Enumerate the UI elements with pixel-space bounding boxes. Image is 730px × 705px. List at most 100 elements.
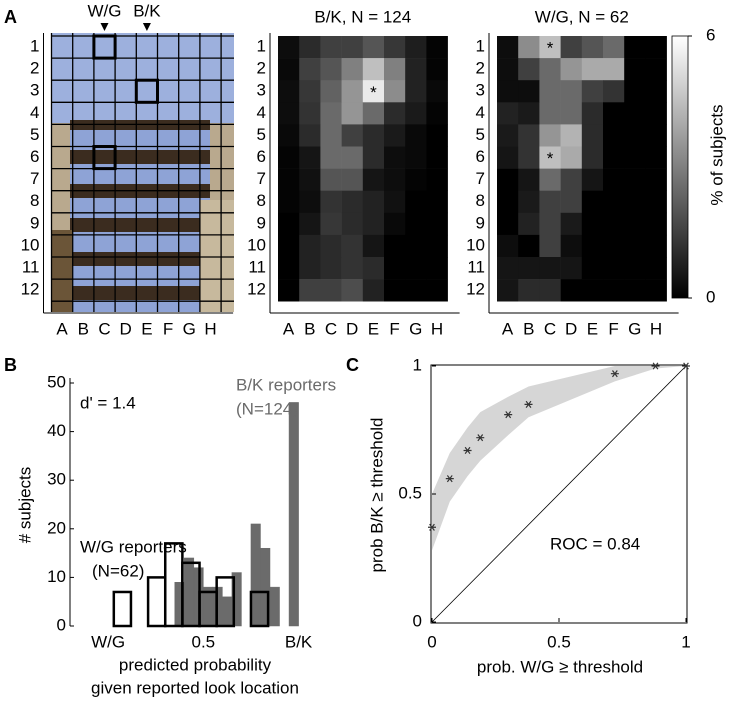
row-label: 8 [476,191,485,210]
heatmap-cell [603,212,625,236]
row-label: 9 [257,213,266,232]
column-label: A [502,319,514,338]
heatmap-cell [624,102,646,125]
heatmap-cell [497,80,519,103]
heatmap-cell [278,234,300,258]
heatmap-cell [539,146,561,169]
histogram-bar [249,590,270,628]
heatmap-cell [278,190,300,214]
heatmap-cell [645,190,667,214]
heatmap-title: W/G, N = 62 [535,7,629,26]
heatmap-cell [299,102,321,125]
heatmap-cell [624,257,646,280]
heatmap-cell [645,102,667,125]
heatmap-cell [624,234,646,258]
histogram-bar [250,523,261,627]
heatmap-cell [341,146,364,169]
heatmap-cell [624,80,646,103]
heatmap-cell [362,124,385,147]
highlight-box [92,34,117,60]
heatmap-cell [384,102,406,125]
marker-arrow [100,23,109,31]
heatmap-cell [603,146,625,169]
x-tick-label: 1 [681,632,690,651]
heatmap-cell [341,257,364,280]
heatmap-cell [518,124,540,147]
heatmap-cell [278,36,300,59]
heatmap-cell [645,80,667,103]
heatmap-cell [320,212,342,236]
heatmap-cell [581,234,604,258]
cell-annotation: * [370,83,377,102]
heatmap-cell [645,36,667,59]
heatmap-cell [426,257,448,280]
heatmap-cell [278,168,300,191]
marker-label: W/G [88,1,122,20]
heatmap-cell [518,58,540,81]
heatmap-cell [497,168,519,191]
colorbar [671,35,689,299]
heatmap-cell [497,146,519,169]
heatmap-cell [645,212,667,236]
point [524,400,533,408]
heatmap-cell [539,80,561,103]
row-label: 8 [257,191,266,210]
heatmap-cell [299,279,321,302]
heatmap-cell [426,234,448,258]
heatmap-cell [497,190,519,214]
annotation: d' = 1.4 [80,393,136,412]
marker-arrow [142,23,151,31]
row-label: 7 [257,169,266,188]
point [504,411,513,419]
row-label: 3 [476,81,485,100]
heatmap-cell [560,234,583,258]
heatmap-cell [405,279,427,302]
x-axis-label: given reported look location [91,678,299,697]
heatmap-cell [320,102,342,125]
heatmap-cell [497,102,519,125]
column-label: H [204,319,216,338]
heatmap-cell [603,190,625,214]
heatmap-cell [426,168,448,191]
heatmap-cell [581,146,604,169]
y-axis-label: prob B/K ≥ threshold [367,418,386,573]
heatmap-cell [278,146,300,169]
row-label: 6 [476,147,485,166]
column-label: D [346,319,358,338]
column-label: B [78,319,89,338]
row-label: 6 [30,147,39,166]
heatmap-cell [539,58,561,81]
heatmap-cell [497,279,519,302]
histogram-bar [269,586,280,627]
heatmap-cell [581,279,604,302]
heatmap-cell [405,190,427,214]
heatmap-cell [497,36,519,59]
row-label: 5 [30,125,39,144]
column-label: G [183,319,196,338]
diagonal [431,365,687,623]
heatmap-cell [518,102,540,125]
heatmap-cell [426,146,448,169]
y-axis-label: # subjects [15,467,34,544]
heatmap-cell [539,168,561,191]
row-label: 2 [476,59,485,78]
row-label: 2 [30,59,39,78]
dress-photo [52,33,234,312]
heatmap-cell [405,146,427,169]
y-tick-label: 30 [47,470,66,489]
heatmap-cell [581,58,604,81]
row-label: 5 [257,125,266,144]
heatmap-cell [384,124,406,147]
heatmap-cell [384,257,406,280]
y-tick-label: 1 [413,355,422,374]
row-label: 6 [257,147,266,166]
row-label: 11 [22,258,40,277]
heatmap-cell [645,279,667,302]
heatmap-cell [320,124,342,147]
heatmap-cell [299,234,321,258]
row-label: 4 [476,103,485,122]
heatmap-cell [581,80,604,103]
plot-frame [430,364,688,624]
heatmap-cell [299,36,321,59]
